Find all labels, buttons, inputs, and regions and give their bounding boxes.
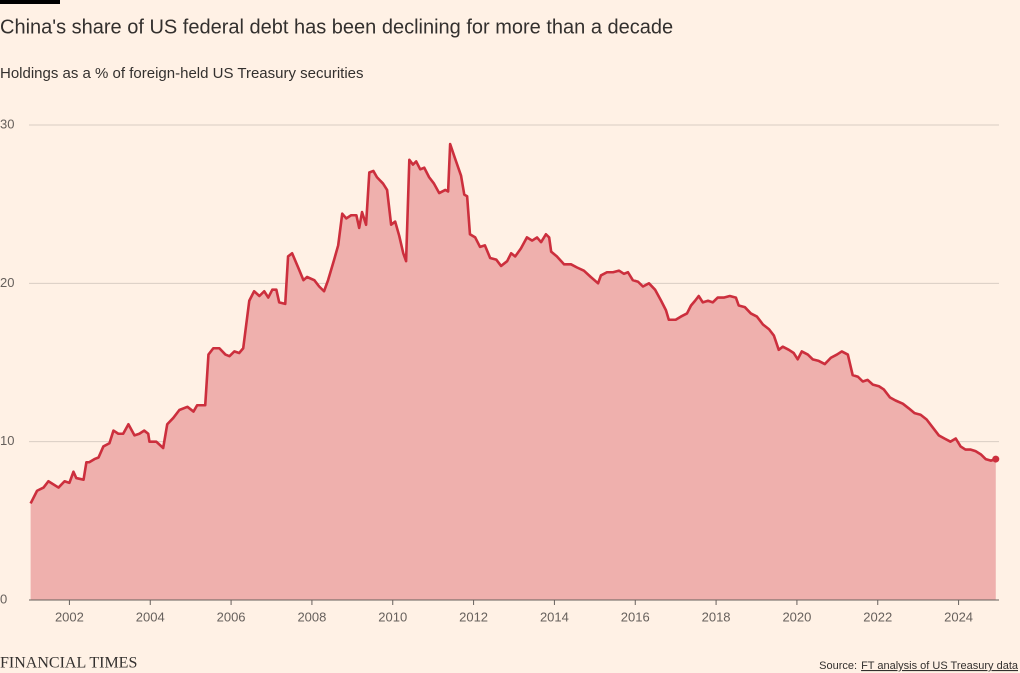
chart-title: China's share of US federal debt has bee… — [0, 16, 673, 38]
y-tick-label: 0 — [0, 591, 7, 606]
y-tick-label: 10 — [0, 433, 14, 448]
source: Source: FT analysis of US Treasury data — [819, 660, 1019, 672]
x-tick-label: 2006 — [217, 609, 246, 624]
x-tick-label: 2022 — [863, 609, 892, 624]
x-tick-label: 2010 — [378, 609, 407, 624]
chart-subtitle: Holdings as a % of foreign-held US Treas… — [0, 65, 364, 82]
top-bar — [0, 0, 60, 4]
line — [29, 142, 997, 505]
x-tick-label: 2008 — [297, 609, 326, 624]
x-tick-label: 2012 — [459, 609, 488, 624]
x-tick-label: 2004 — [136, 609, 165, 624]
x-tick-label: 2018 — [702, 609, 731, 624]
marks — [29, 142, 1000, 600]
y-tick-label: 20 — [0, 275, 14, 290]
end-marker — [992, 455, 1000, 463]
area — [30, 144, 996, 600]
source-link[interactable]: FT analysis of US Treasury data — [861, 660, 1019, 672]
brand: FINANCIAL TIMES — [0, 655, 137, 672]
plot-area: 0 10 20 30 2002 2004 2006 2008 2010 2012 2014 2016 2… — [0, 116, 1000, 624]
x-tick-label: 2020 — [782, 609, 811, 624]
x-tick-label: 2024 — [944, 609, 973, 624]
x-tick-label: 2016 — [621, 609, 650, 624]
y-tick-label: 30 — [0, 116, 14, 131]
x-tick-label: 2002 — [55, 609, 84, 624]
axes: 0 10 20 30 2002 2004 2006 2008 2010 2012 2014 2016 2… — [0, 116, 999, 624]
x-tick-label: 2014 — [540, 609, 569, 624]
source-label: Source: — [819, 660, 857, 672]
